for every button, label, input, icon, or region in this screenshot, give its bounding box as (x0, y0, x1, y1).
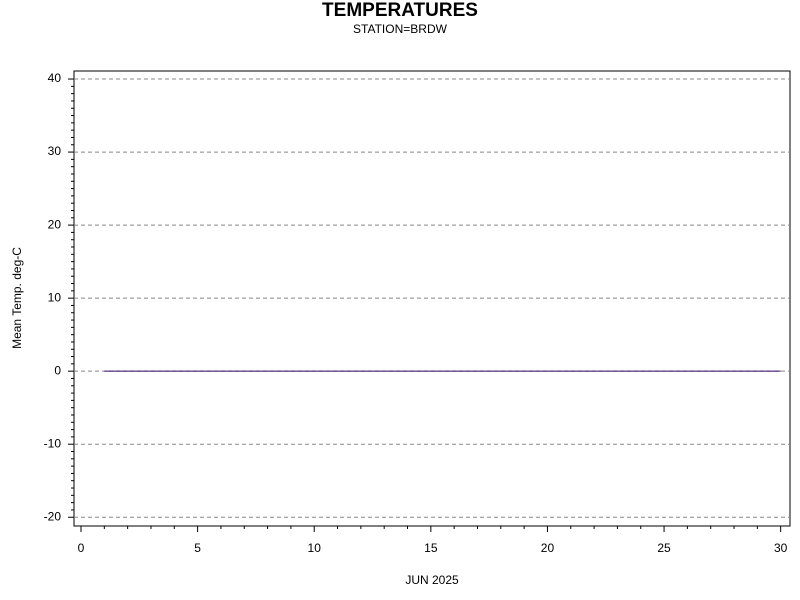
y-tick-label: -20 (44, 509, 62, 523)
y-tick-label: 40 (48, 71, 62, 85)
x-tick-label: 5 (194, 541, 201, 555)
x-axis-label: JUN 2025 (405, 573, 459, 587)
x-tick-label: 0 (78, 541, 85, 555)
x-tick-label: 25 (657, 541, 671, 555)
y-tick-label: -10 (44, 436, 62, 450)
y-tick-label: 30 (48, 144, 62, 158)
x-tick-label: 30 (774, 541, 788, 555)
y-tick-label: 0 (54, 363, 61, 377)
y-tick-label: 20 (48, 217, 62, 231)
x-tick-label: 20 (541, 541, 555, 555)
chart-title: TEMPERATURES (322, 0, 478, 21)
x-tick-label: 15 (424, 541, 438, 555)
y-tick-label: 10 (48, 290, 62, 304)
y-axis-label: Mean Temp. deg-C (10, 247, 24, 349)
chart-subtitle: STATION=BRDW (353, 22, 448, 36)
x-tick-label: 10 (308, 541, 322, 555)
